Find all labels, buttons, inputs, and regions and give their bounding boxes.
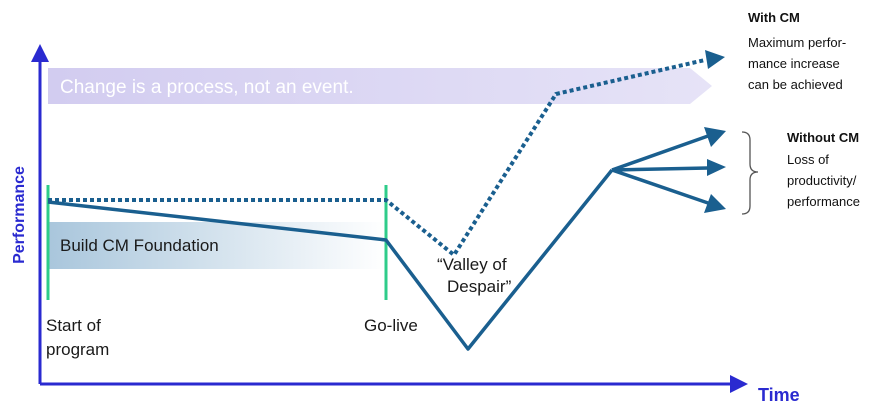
with-cm-title: With CM xyxy=(748,10,800,25)
banner-arrow xyxy=(48,68,712,104)
without-cm-arrow-up xyxy=(611,134,709,172)
with-cm-description: Maximum perfor- mance increase can be ac… xyxy=(748,35,850,92)
foundation-box xyxy=(48,222,386,269)
golive-label: Go-live xyxy=(364,316,418,335)
with-cm-dotted-line xyxy=(48,58,706,258)
foundation-label: Build CM Foundation xyxy=(60,236,219,255)
y-axis-label: Performance xyxy=(11,166,28,264)
start-label: Start of program xyxy=(46,316,109,359)
without-cm-solid-line xyxy=(47,168,614,351)
without-cm-arrowhead-mid xyxy=(707,159,726,176)
valley-label: “Valley of Despair” xyxy=(437,255,512,296)
with-cm-arrowhead xyxy=(705,50,725,69)
x-axis-label: Time xyxy=(758,385,800,404)
without-cm-brace xyxy=(741,131,759,215)
without-cm-arrow-down xyxy=(611,168,709,205)
without-cm-arrowhead-up xyxy=(704,127,726,147)
without-cm-title: Without CM xyxy=(787,130,859,145)
banner-text: Change is a process, not an event. xyxy=(60,77,354,98)
without-cm-description: Loss of productivity/ performance xyxy=(787,152,860,209)
without-cm-arrow-mid xyxy=(611,166,709,172)
y-axis-arrowhead xyxy=(31,44,49,62)
x-axis-arrowhead xyxy=(730,375,748,393)
without-cm-arrowhead-down xyxy=(704,194,726,213)
